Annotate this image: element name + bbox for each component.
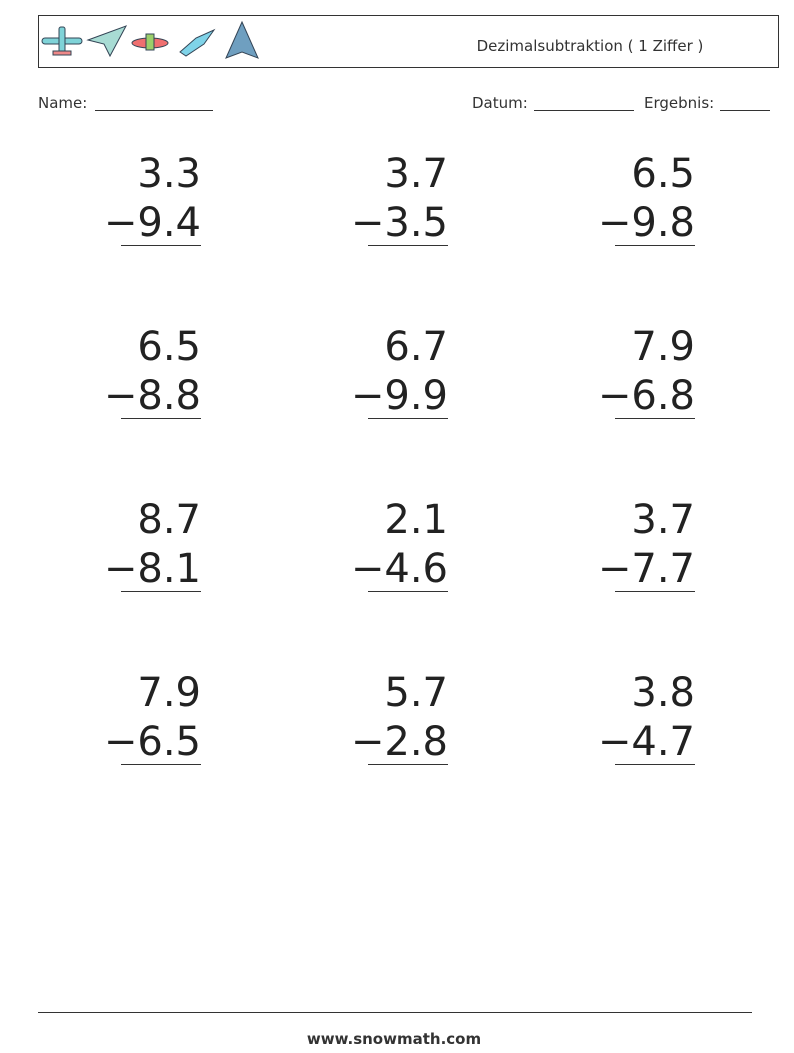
problem-bottom: −8.1 <box>104 546 201 592</box>
problem-top: 8.7 <box>137 497 201 543</box>
problem-bottom: −4.6 <box>351 546 448 592</box>
problem-bottom: −7.7 <box>598 546 695 592</box>
problem-bottom: −9.4 <box>104 200 201 246</box>
problem-top: 6.5 <box>631 151 695 197</box>
problem-top: 6.7 <box>384 324 448 370</box>
problem-bottom: −9.8 <box>598 200 695 246</box>
problem-bottom: −3.5 <box>351 200 448 246</box>
header-box <box>38 15 779 68</box>
problem-bottom: −2.8 <box>351 719 448 765</box>
problem-top: 3.8 <box>631 670 695 716</box>
problem-bottom: −6.8 <box>598 373 695 419</box>
date-label: Datum: <box>472 94 528 112</box>
problem-top: 3.7 <box>631 497 695 543</box>
problem-top: 3.7 <box>384 151 448 197</box>
problem-bottom: −6.5 <box>104 719 201 765</box>
title: Dezimalsubtraktion ( 1 Ziffer ) <box>477 37 704 55</box>
problem-top: 6.5 <box>137 324 201 370</box>
problem-top: 5.7 <box>384 670 448 716</box>
problem-top: 7.9 <box>631 324 695 370</box>
problem-bottom: −4.7 <box>598 719 695 765</box>
footer-site: www.snowmath.com <box>307 1030 481 1048</box>
problems: 3.3−9.43.7−3.56.5−9.86.5−8.86.7−9.97.9−6… <box>104 151 695 765</box>
problem-top: 2.1 <box>384 497 448 543</box>
problem-bottom: −8.8 <box>104 373 201 419</box>
problem-top: 3.3 <box>137 151 201 197</box>
name-label: Name: <box>38 94 87 112</box>
score-label: Ergebnis: <box>644 94 714 112</box>
header-icons <box>41 20 259 59</box>
problem-top: 7.9 <box>137 670 201 716</box>
problem-bottom: −9.9 <box>351 373 448 419</box>
